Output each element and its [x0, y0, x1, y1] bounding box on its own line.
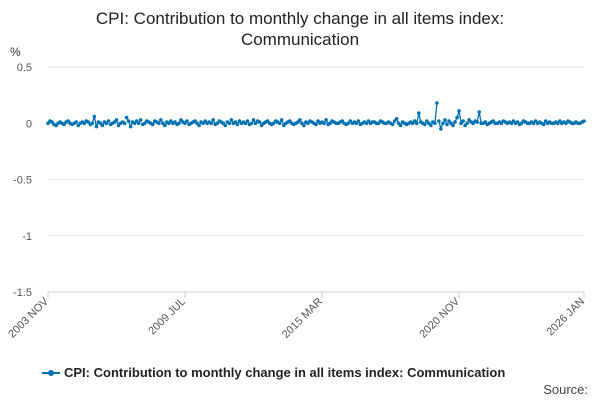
data-point [279, 118, 284, 122]
y-tick-label: -1 [22, 231, 32, 243]
data-point [465, 121, 469, 126]
chart-title-line-1: CPI: Contribution to monthly change in a… [95, 9, 505, 28]
data-point [74, 120, 78, 124]
x-tick-label: 2015 MAR [280, 296, 325, 341]
data-point [106, 119, 111, 123]
y-axis-unit-label: % [10, 45, 21, 59]
data-point [322, 121, 326, 126]
data-point [227, 121, 232, 126]
data-point [157, 121, 161, 126]
data-point [582, 119, 586, 123]
data-point [457, 109, 461, 113]
data-point [435, 101, 439, 105]
y-tick-label: 0.5 [17, 62, 32, 74]
data-point [100, 123, 105, 128]
x-tick-label: 2009 JUL [146, 296, 188, 338]
data-point [90, 121, 95, 126]
data-point [433, 121, 437, 126]
x-tick-label: 2020 NOV [417, 295, 462, 340]
data-point [461, 119, 465, 123]
data-point [443, 118, 447, 122]
data-point [455, 115, 459, 120]
data-point [253, 121, 258, 126]
data-point [122, 121, 127, 126]
chart-title-line-2: Communication [240, 30, 360, 49]
data-point [229, 118, 234, 122]
data-point [163, 123, 167, 128]
data-point [185, 119, 189, 123]
data-point [439, 127, 443, 131]
data-point [277, 121, 282, 126]
y-tick-label: -0.5 [13, 175, 32, 187]
data-point [533, 119, 538, 123]
data-point [346, 121, 351, 126]
data-point [124, 115, 129, 120]
data-point [159, 118, 163, 122]
data-point [451, 123, 455, 128]
data-point [128, 124, 133, 129]
data-point [265, 119, 270, 123]
source-label: Source: [543, 382, 588, 397]
data-point [306, 121, 310, 126]
data-point [138, 118, 143, 122]
data-point [249, 121, 254, 126]
chart-legend[interactable]: CPI: Contribution to monthly change in a… [42, 365, 505, 380]
data-point [445, 122, 449, 127]
data-point [356, 119, 361, 123]
data-point [302, 123, 306, 128]
data-point [132, 121, 137, 126]
y-tick-label: 0 [26, 118, 32, 130]
data-point [417, 111, 421, 115]
data-point [223, 123, 228, 128]
x-tick-label: 2026 JAN [544, 296, 587, 339]
data-point [475, 120, 480, 124]
data-point [177, 121, 181, 126]
data-point [429, 123, 433, 128]
data-point [245, 119, 250, 123]
data-point [197, 123, 201, 128]
chart-title: CPI: Contribution to monthly change in a… [0, 8, 600, 50]
data-point [126, 119, 131, 123]
data-point [173, 120, 177, 124]
data-point [136, 121, 141, 126]
data-point [298, 118, 302, 122]
data-point [314, 122, 318, 127]
data-point [437, 119, 441, 123]
data-point [412, 119, 417, 123]
data-point [92, 114, 97, 119]
data-point [453, 120, 457, 124]
data-point [104, 121, 109, 126]
legend-swatch [42, 369, 60, 376]
y-tick-label: -1.5 [13, 287, 32, 299]
data-point [235, 122, 240, 127]
data-point [324, 118, 328, 122]
data-point [257, 120, 262, 124]
data-point [415, 121, 419, 126]
data-point [541, 122, 546, 127]
data-point [423, 122, 427, 127]
data-point [441, 121, 445, 126]
data-point [114, 118, 119, 122]
x-tick-label: 2003 NOV [6, 295, 51, 340]
data-point [211, 118, 215, 122]
legend-label: CPI: Contribution to monthly change in a… [64, 365, 506, 380]
data-point [390, 122, 395, 127]
data-point [477, 110, 482, 114]
data-point [251, 118, 256, 122]
data-point [209, 121, 213, 126]
data-point [151, 122, 155, 127]
data-point [398, 123, 403, 128]
data-point [394, 117, 399, 121]
data-point [94, 124, 99, 129]
